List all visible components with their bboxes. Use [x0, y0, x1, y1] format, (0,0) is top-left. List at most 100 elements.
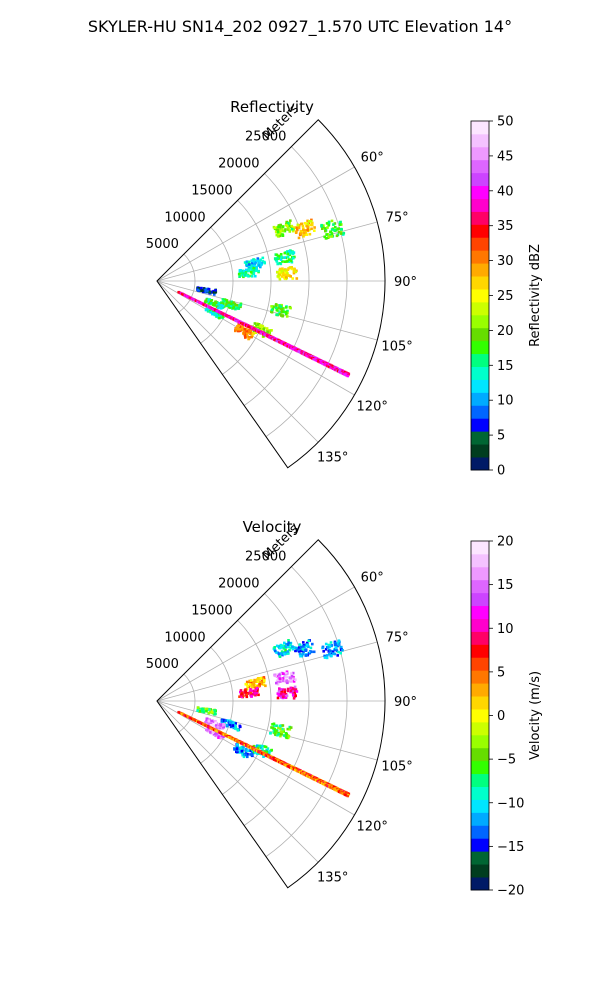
azimuth-tick-label: 90° [394, 275, 417, 290]
echo-cell [272, 219, 295, 238]
echo-cell [273, 670, 297, 686]
echo-gate [283, 256, 286, 259]
echo-gate [284, 646, 287, 649]
echo-gate [257, 259, 260, 263]
colorbar-swatch [471, 121, 489, 135]
echo-gate [202, 707, 205, 711]
echo-gate [252, 744, 256, 748]
colorbar-tick-label: 5 [497, 429, 505, 444]
echo-gate [254, 693, 257, 697]
colorbar-swatch [471, 353, 489, 367]
echo-gate [294, 694, 297, 697]
echo-gate [250, 753, 254, 757]
echo-gate [301, 224, 305, 228]
echo-gate [281, 234, 285, 237]
echo-gate [209, 300, 212, 303]
echo-gate [281, 679, 285, 683]
radial-tick-label: 5000 [146, 657, 179, 672]
echo-gate [286, 259, 289, 263]
echo-gate [329, 366, 332, 369]
echo-gate [288, 230, 292, 233]
echo-gate [255, 265, 258, 269]
echo-gate [239, 725, 242, 729]
echo-gate [330, 644, 333, 648]
echo-gate [285, 312, 288, 316]
echo-gate [284, 692, 288, 696]
echo-gate [273, 649, 277, 653]
echo-gate [280, 309, 283, 313]
echo-gate [266, 747, 270, 750]
echo-gate [339, 651, 342, 655]
radial-tick-label: 15000 [191, 603, 232, 618]
echo-gate [239, 325, 243, 328]
echo-gate [202, 710, 206, 714]
echo-gate [286, 644, 290, 648]
radial-tick-label: 15000 [191, 183, 232, 198]
colorbar-tick-label: 50 [497, 115, 514, 130]
echo-gate [326, 233, 330, 236]
echo-gate [279, 693, 283, 697]
colorbar-tick-label: −5 [497, 753, 516, 768]
echo-gate [230, 302, 233, 306]
colorbar-swatch [471, 444, 489, 458]
echo-gate [285, 670, 289, 674]
echo-gate [251, 331, 255, 335]
echo-gate [309, 220, 313, 223]
echo-gate [324, 229, 327, 233]
echo-gate [283, 652, 286, 656]
echo-gate [228, 721, 232, 724]
echo-gate [287, 222, 290, 225]
echo-gate [304, 231, 308, 234]
echo-gate [335, 646, 338, 650]
echo-gate [276, 262, 279, 266]
echo-gate [232, 726, 236, 730]
echo-gate [325, 233, 328, 236]
echo-gate [300, 649, 304, 653]
echo-gate [242, 269, 245, 273]
echo-gate [205, 299, 208, 303]
echo-gate [214, 723, 218, 726]
echo-gate [297, 236, 301, 240]
colorbar-swatch [471, 405, 489, 419]
echo-gate [290, 672, 293, 675]
echo-gate [211, 303, 215, 307]
echo-gate [273, 674, 277, 677]
echo-gate [256, 323, 260, 326]
echo-gate [209, 731, 212, 734]
echo-gate [281, 688, 284, 691]
colorbar-tick-label: 5 [497, 665, 505, 680]
echo-gate [328, 645, 331, 649]
colorbar-swatch [471, 812, 489, 826]
echo-gate [250, 269, 254, 272]
echo-gate [281, 724, 285, 727]
echo-gate [303, 645, 307, 649]
echo-gate [209, 710, 212, 714]
echo-gate [329, 649, 332, 653]
echo-gate [227, 304, 230, 307]
panel-title: Velocity [243, 518, 302, 536]
echo-gate [302, 231, 306, 234]
echo-gate [251, 751, 254, 755]
echo-gate [247, 329, 251, 332]
echo-gate [269, 756, 272, 760]
echo-gate [300, 222, 304, 226]
echo-gate [291, 687, 294, 690]
echo-gate [201, 723, 205, 726]
echo-gate [334, 788, 337, 792]
echo-gate [299, 654, 302, 658]
colorbar-tick-label: 20 [497, 324, 514, 339]
echo-gate [276, 307, 279, 310]
radial-tick-label: 25000 [245, 130, 286, 145]
echo-gate [336, 228, 340, 231]
echo-gate [211, 291, 215, 294]
echo-gate [309, 646, 313, 650]
echo-gate [274, 306, 278, 309]
echo-gate [334, 642, 337, 646]
echo-gate [253, 322, 257, 325]
colorbar-swatch [471, 553, 489, 568]
echo-gate [335, 234, 339, 238]
colorbar-swatch [471, 566, 489, 581]
echo-gate [291, 671, 295, 675]
echo-gate [281, 653, 284, 657]
echo-gate [345, 794, 348, 797]
